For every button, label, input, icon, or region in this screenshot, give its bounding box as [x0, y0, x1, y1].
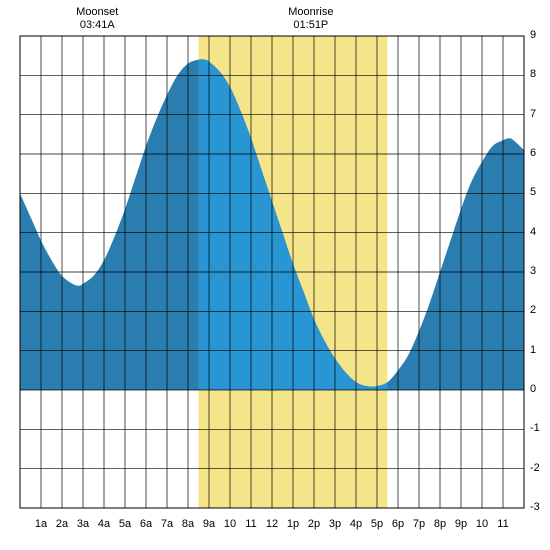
x-tick-label: 4p [350, 518, 362, 530]
y-tick-label: 0 [530, 383, 536, 395]
x-tick-label: 7a [161, 518, 173, 530]
y-tick-label: 8 [530, 68, 536, 80]
x-tick-label: 8p [434, 518, 446, 530]
x-tick-label: 11 [497, 518, 508, 530]
x-tick-label: 1p [287, 518, 299, 530]
x-tick-label: 5a [119, 518, 131, 530]
x-tick-label: 5p [371, 518, 383, 530]
y-tick-label: 6 [530, 147, 536, 159]
x-tick-label: 10 [476, 518, 488, 530]
y-tick-label: -2 [530, 462, 540, 474]
y-tick-label: -1 [530, 422, 540, 434]
x-tick-label: 3a [77, 518, 89, 530]
x-tick-label: 1a [35, 518, 47, 530]
y-tick-label: 3 [530, 265, 536, 277]
tide-chart: -3-2-101234567891a2a3a4a5a6a7a8a9a101112… [0, 0, 550, 550]
y-tick-label: 7 [530, 108, 536, 120]
x-tick-label: 7p [413, 518, 425, 530]
moonrise-annotation: Moonrise01:51P [271, 6, 351, 32]
y-tick-label: -3 [530, 501, 540, 513]
x-tick-label: 2p [308, 518, 320, 530]
x-tick-label: 11 [245, 518, 256, 530]
x-tick-label: 3p [329, 518, 341, 530]
annotation-label: Moonset [76, 6, 118, 18]
x-tick-label: 12 [266, 518, 278, 530]
y-tick-label: 9 [530, 29, 536, 41]
x-tick-label: 4a [98, 518, 110, 530]
y-tick-label: 2 [530, 304, 536, 316]
moonset-annotation: Moonset03:41A [57, 6, 137, 32]
x-tick-label: 6a [140, 518, 152, 530]
x-tick-label: 2a [56, 518, 68, 530]
y-tick-label: 1 [530, 344, 536, 356]
annotation-time: 01:51P [271, 19, 351, 32]
y-tick-label: 4 [530, 226, 536, 238]
chart-svg [0, 0, 550, 550]
x-tick-label: 6p [392, 518, 404, 530]
x-tick-label: 10 [224, 518, 236, 530]
x-tick-label: 8a [182, 518, 194, 530]
x-tick-label: 9p [455, 518, 467, 530]
x-tick-label: 9a [203, 518, 215, 530]
annotation-time: 03:41A [57, 19, 137, 32]
annotation-label: Moonrise [288, 6, 333, 18]
y-tick-label: 5 [530, 186, 536, 198]
